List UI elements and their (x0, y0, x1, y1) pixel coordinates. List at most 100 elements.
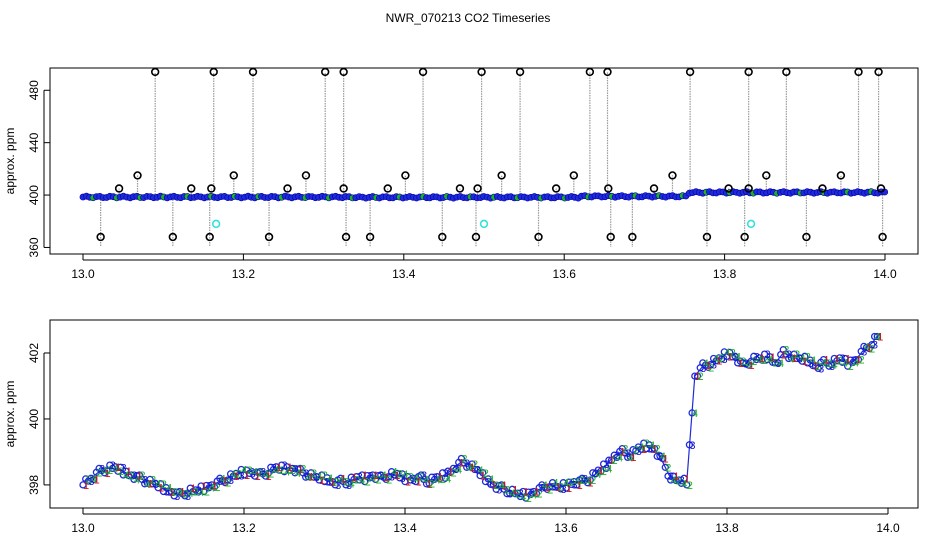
bottom-point-label: 1 (137, 471, 143, 483)
top-x-tick-label: 13.8 (713, 267, 737, 281)
top-flag-low-point (96, 232, 105, 242)
bottom-point-label: 2 (483, 468, 489, 480)
bottom-data-point (484, 475, 492, 483)
bottom-point-label: 4 (692, 408, 698, 420)
top-flag-high-point (603, 67, 612, 77)
bottom-point-label: 3 (239, 471, 245, 483)
bottom-point-label: 3 (550, 482, 556, 494)
bottom-point-label: 2 (247, 465, 253, 477)
bottom-point-label: 2 (333, 477, 339, 489)
bottom-point-label: 4 (359, 475, 365, 487)
bottom-point-label: 4 (220, 473, 226, 485)
top-flag-mid-point (114, 184, 124, 193)
bottom-point-label: 2 (858, 355, 864, 367)
bottom-data-point (511, 490, 519, 498)
bottom-point-label: 3 (464, 458, 470, 470)
bottom-point-label: 4 (370, 473, 376, 485)
bottom-point-label: 3 (432, 472, 438, 484)
bottom-point-label: 2 (408, 472, 414, 484)
bottom-data-point (519, 487, 527, 496)
figure-title: NWR_070213 CO2 Timeseries (386, 11, 551, 25)
bottom-point-label: 4 (488, 474, 494, 486)
bottom-point-label: 1 (512, 484, 518, 496)
top-flag-low-point (606, 232, 615, 242)
bottom-point-label: 3 (539, 483, 545, 495)
bottom-point-label: 1 (448, 466, 454, 478)
bottom-data-point (141, 480, 149, 488)
bottom-data-point (210, 483, 219, 491)
bottom-point-label: 2 (848, 361, 854, 373)
bottom-point-label: 1 (748, 360, 754, 372)
bottom-point-label: 1 (620, 446, 626, 458)
top-x-tick-label: 14.0 (873, 267, 897, 281)
bottom-point-label: 3 (282, 460, 288, 472)
bottom-point-label: 1 (147, 478, 153, 490)
bottom-point-label: 1 (405, 477, 411, 489)
bottom-point-label: 1 (115, 462, 121, 474)
bottom-point-label: 1 (641, 444, 647, 456)
bottom-point-label: 1 (104, 468, 110, 480)
bottom-point-label: 2 (300, 463, 306, 475)
bottom-point-label: 4 (778, 358, 784, 370)
bottom-point-label: 3 (292, 463, 298, 475)
bottom-point-label: 1 (598, 465, 604, 477)
top-flag-low-point (802, 232, 811, 242)
bottom-point-label: 1 (587, 478, 593, 490)
bottom-point-label: 3 (743, 358, 749, 370)
bottom-point-label: 4 (145, 479, 151, 491)
bottom-point-label: 3 (528, 487, 534, 499)
bottom-point-label: 1 (877, 332, 883, 344)
top-flag-mid-point (455, 184, 465, 193)
bottom-point-label: 1 (298, 464, 304, 476)
bottom-point-label: 1 (265, 471, 271, 483)
bottom-point-label: 2 (161, 479, 167, 491)
bottom-data-point (452, 465, 460, 474)
top-flag-mid-point (133, 171, 142, 180)
top-layer-baseline (79, 188, 889, 202)
bottom-data-point (90, 475, 98, 484)
bottom-point-label: 4 (306, 472, 312, 484)
bottom-point-label: 2 (697, 371, 703, 383)
bottom-point-label: 3 (303, 468, 309, 480)
top-layer-cyan (211, 219, 756, 229)
bottom-point-label: 1 (684, 473, 690, 485)
top-flag-mid-point (339, 184, 348, 193)
top-x-tick-label: 13.2 (232, 267, 256, 281)
bottom-point-label: 2 (257, 467, 263, 479)
bottom-point-label: 1 (652, 444, 658, 456)
bottom-point-label: 3 (421, 470, 427, 482)
bottom-point-label: 2 (386, 474, 392, 486)
bottom-point-label: 1 (126, 466, 132, 478)
bottom-point-label: 3 (335, 480, 341, 492)
bottom-point-label: 4 (810, 355, 816, 367)
bottom-data-point (318, 471, 326, 479)
bottom-point-label: 4 (756, 355, 762, 367)
bottom-point-label: 4 (134, 474, 140, 486)
bottom-plot-frame (49, 319, 919, 509)
bottom-point-label: 2 (805, 351, 811, 363)
bottom-point-label: 3 (324, 477, 330, 489)
bottom-point-label: 2 (569, 477, 575, 489)
bottom-point-label: 2 (451, 467, 457, 479)
bottom-point-label: 1 (180, 487, 186, 499)
bottom-point-label: 3 (389, 472, 395, 484)
bottom-point-label: 2 (708, 362, 714, 374)
bottom-point-label: 3 (582, 473, 588, 485)
bottom-point-label: 1 (83, 480, 89, 492)
bottom-point-label: 4 (735, 351, 741, 363)
top-flag-high-point (339, 67, 348, 77)
top-y-tick-label: 400 (27, 185, 41, 205)
bottom-point-label: 4 (553, 478, 559, 490)
bottom-point-label: 1 (566, 483, 572, 495)
bottom-data-point (852, 355, 860, 364)
bottom-data-point (224, 476, 232, 484)
bottom-point-label: 1 (866, 343, 872, 355)
top-cyan-point (746, 219, 756, 229)
bottom-point-label: 1 (212, 480, 218, 492)
bottom-data-point (197, 482, 205, 490)
bottom-point-label: 2 (547, 484, 553, 496)
bottom-point-label: 1 (705, 360, 711, 372)
bottom-point-label: 1 (222, 476, 228, 488)
bottom-point-label: 3 (196, 485, 202, 497)
bottom-point-label: 1 (834, 354, 840, 366)
